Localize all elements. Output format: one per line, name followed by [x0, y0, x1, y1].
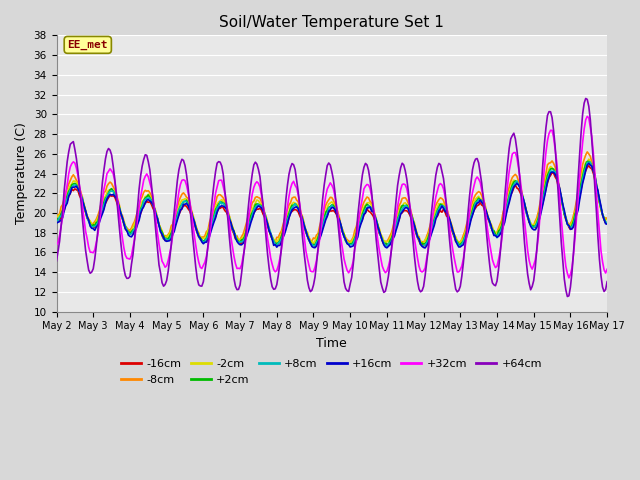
-16cm	[398, 210, 406, 216]
-16cm	[68, 186, 76, 192]
Line: +16cm: +16cm	[56, 163, 607, 248]
-2cm	[386, 236, 394, 241]
X-axis label: Time: Time	[316, 337, 348, 350]
+32cm	[366, 186, 374, 192]
+32cm	[397, 187, 404, 192]
-2cm	[52, 214, 60, 219]
-8cm	[68, 174, 76, 180]
+16cm	[366, 204, 374, 210]
Line: -16cm: -16cm	[56, 166, 607, 246]
+16cm	[68, 185, 76, 191]
+2cm	[584, 158, 591, 164]
+64cm	[68, 140, 76, 146]
-8cm	[52, 214, 60, 220]
+64cm	[366, 177, 374, 183]
+2cm	[68, 182, 76, 188]
+64cm	[536, 205, 543, 211]
Y-axis label: Temperature (C): Temperature (C)	[15, 122, 28, 225]
+32cm	[604, 266, 611, 272]
-16cm	[604, 220, 611, 226]
-8cm	[584, 149, 591, 155]
+8cm	[398, 206, 406, 212]
+2cm	[604, 220, 611, 226]
Line: -2cm: -2cm	[56, 159, 607, 243]
+16cm	[155, 223, 163, 228]
+2cm	[308, 242, 316, 248]
Line: +8cm: +8cm	[56, 162, 607, 246]
-2cm	[155, 221, 163, 227]
+64cm	[155, 262, 163, 268]
+64cm	[397, 165, 404, 170]
-8cm	[604, 216, 611, 221]
-2cm	[345, 240, 353, 246]
+32cm	[565, 275, 573, 281]
+16cm	[604, 221, 611, 227]
+16cm	[538, 208, 545, 214]
+64cm	[582, 96, 589, 101]
+8cm	[538, 204, 545, 210]
-2cm	[538, 200, 545, 206]
-8cm	[385, 236, 392, 242]
Line: +32cm: +32cm	[56, 116, 607, 278]
+8cm	[586, 159, 594, 165]
+64cm	[52, 258, 60, 264]
+8cm	[52, 217, 60, 223]
+16cm	[421, 245, 429, 251]
-2cm	[398, 204, 406, 210]
-16cm	[585, 163, 593, 168]
-2cm	[368, 203, 376, 209]
+8cm	[366, 204, 374, 210]
+16cm	[52, 220, 60, 226]
-2cm	[604, 217, 611, 223]
+32cm	[584, 113, 591, 119]
-8cm	[366, 198, 374, 204]
Title: Soil/Water Temperature Set 1: Soil/Water Temperature Set 1	[220, 15, 444, 30]
-16cm	[52, 216, 60, 222]
-16cm	[155, 222, 163, 228]
+32cm	[385, 264, 392, 269]
-16cm	[386, 239, 394, 245]
+16cm	[397, 211, 404, 217]
+8cm	[68, 185, 76, 191]
-2cm	[585, 156, 593, 162]
+64cm	[385, 273, 392, 279]
-16cm	[368, 211, 376, 216]
+8cm	[386, 240, 394, 246]
+8cm	[155, 222, 163, 228]
+64cm	[563, 294, 571, 300]
+32cm	[68, 161, 76, 167]
+2cm	[398, 203, 406, 208]
-8cm	[538, 194, 545, 200]
+2cm	[52, 217, 60, 223]
-16cm	[538, 206, 545, 212]
+2cm	[386, 238, 394, 243]
Line: +2cm: +2cm	[56, 161, 607, 245]
+64cm	[604, 279, 611, 285]
+16cm	[385, 243, 392, 249]
-2cm	[68, 181, 76, 187]
+32cm	[155, 241, 163, 247]
-8cm	[397, 200, 404, 206]
+2cm	[538, 203, 545, 209]
-16cm	[311, 243, 319, 249]
+16cm	[585, 160, 593, 166]
+32cm	[536, 216, 543, 221]
Legend: -16cm, -8cm, -2cm, +2cm, +8cm, +16cm, +32cm, +64cm: -16cm, -8cm, -2cm, +2cm, +8cm, +16cm, +3…	[117, 355, 547, 389]
Text: EE_met: EE_met	[68, 40, 108, 50]
+8cm	[604, 220, 611, 226]
Line: +64cm: +64cm	[56, 98, 607, 297]
-8cm	[455, 240, 463, 245]
+32cm	[52, 242, 60, 248]
+2cm	[368, 206, 376, 212]
-8cm	[155, 221, 163, 227]
Line: -8cm: -8cm	[56, 152, 607, 242]
+2cm	[155, 222, 163, 228]
+8cm	[383, 243, 391, 249]
